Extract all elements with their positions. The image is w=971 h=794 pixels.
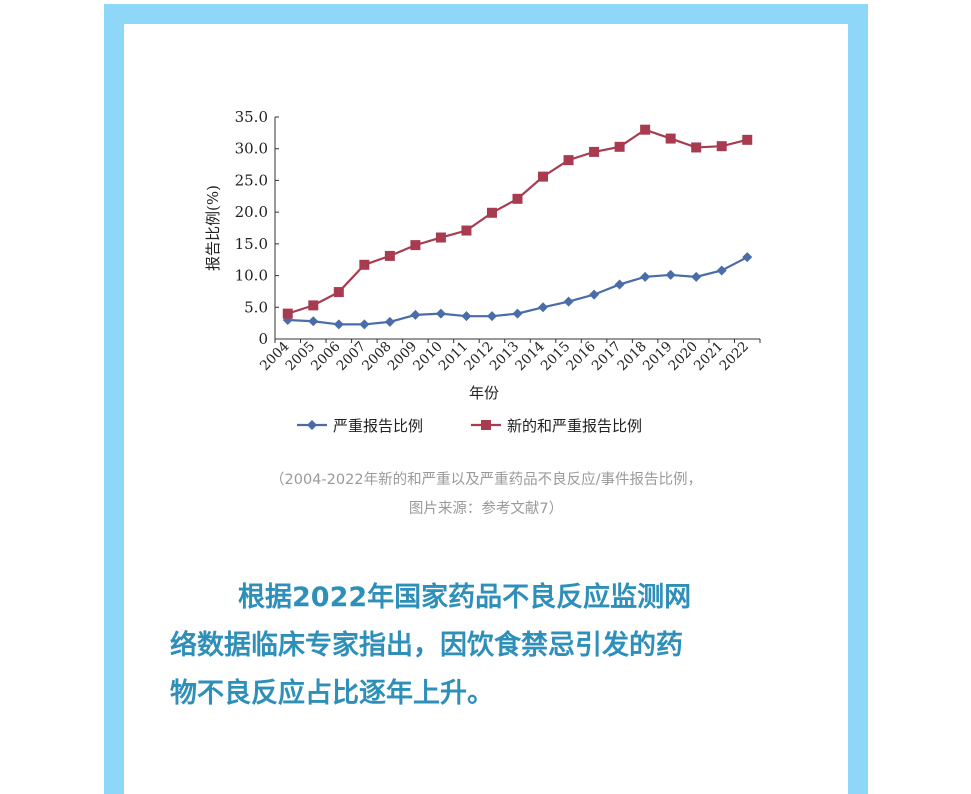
legend-label: 严重报告比例	[333, 417, 423, 435]
caption-line-1: （2004-2022年新的和严重以及严重药品不良反应/事件报告比例，	[270, 472, 702, 488]
series-2	[282, 124, 753, 319]
y-axis-title: 报告比例(%)	[204, 185, 222, 271]
data-point-square	[640, 124, 651, 135]
data-point-diamond	[512, 308, 523, 319]
data-point-diamond	[359, 319, 370, 330]
data-point-diamond	[410, 309, 421, 320]
legend-label: 新的和严重报告比例	[507, 417, 642, 435]
data-point-diamond	[614, 279, 625, 290]
series-1	[282, 252, 753, 330]
paragraph-line-1: 根据2022年国家药品不良反应监测网	[238, 582, 692, 613]
data-point-square	[563, 155, 574, 166]
y-tick-label: 15.0	[235, 235, 268, 253]
y-tick-label: 20.0	[235, 203, 268, 221]
data-point-square	[614, 141, 625, 152]
data-point-square	[665, 133, 676, 144]
data-point-diamond	[563, 296, 574, 307]
legend-marker-square	[481, 420, 491, 430]
data-point-square	[512, 193, 523, 204]
data-point-square	[435, 232, 446, 243]
data-point-diamond	[742, 252, 753, 263]
data-point-diamond	[486, 311, 497, 322]
data-point-square	[742, 134, 753, 145]
y-tick-label: 35.0	[235, 108, 268, 126]
x-axis-title: 年份	[469, 384, 499, 402]
caption-line-2: 图片来源：参考文献7）	[408, 501, 564, 517]
data-point-square	[282, 308, 293, 319]
data-point-square	[461, 225, 472, 236]
article-paragraph: 根据2022年国家药品不良反应监测网 络数据临床专家指出，因饮食禁忌引发的药 物…	[170, 574, 810, 718]
line-chart: 05.010.015.020.025.030.035.0200420052006…	[204, 108, 761, 435]
data-point-diamond	[640, 271, 651, 282]
y-tick-label: 25.0	[235, 171, 268, 189]
y-tick-label: 5.0	[244, 298, 268, 316]
data-point-square	[538, 171, 549, 182]
data-point-diamond	[435, 308, 446, 319]
article-card	[124, 24, 848, 794]
series-line	[287, 128, 748, 315]
legend-marker-diamond	[307, 420, 317, 430]
data-point-square	[384, 250, 395, 261]
data-point-square	[333, 287, 344, 298]
paragraph-line-2: 络数据临床专家指出，因饮食禁忌引发的药	[170, 630, 683, 661]
y-tick-label: 30.0	[235, 140, 268, 158]
data-point-diamond	[665, 269, 676, 280]
data-point-diamond	[333, 319, 344, 330]
data-point-diamond	[716, 265, 727, 276]
data-point-square	[589, 146, 600, 157]
data-point-diamond	[384, 316, 395, 327]
data-point-square	[410, 240, 421, 251]
data-point-diamond	[308, 316, 319, 327]
data-point-square	[716, 141, 727, 152]
data-point-square	[308, 300, 319, 311]
data-point-square	[359, 259, 370, 270]
data-point-square	[691, 142, 702, 153]
data-point-diamond	[589, 289, 600, 300]
data-point-square	[486, 207, 497, 218]
figure-caption: （2004-2022年新的和严重以及严重药品不良反应/事件报告比例， 图片来源：…	[124, 466, 848, 524]
y-tick-label: 10.0	[235, 267, 268, 285]
x-tick-label: 2022	[716, 339, 752, 375]
y-tick-label: 0	[258, 330, 268, 348]
data-point-diamond	[538, 302, 549, 313]
data-point-diamond	[461, 311, 472, 322]
data-point-diamond	[691, 271, 702, 282]
paragraph-line-3: 物不良反应占比逐年上升。	[170, 678, 494, 709]
